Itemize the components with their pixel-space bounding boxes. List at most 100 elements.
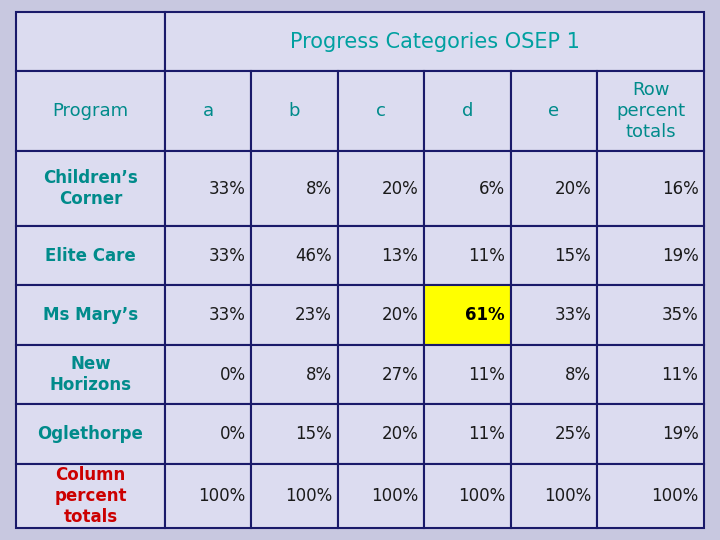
Text: 23%: 23% [295, 306, 332, 324]
Bar [251, 226, 338, 286]
Bar [165, 71, 251, 151]
Bar [597, 463, 704, 528]
Bar [338, 226, 424, 286]
Bar [597, 286, 704, 345]
Text: Children’s
Corner: Children’s Corner [43, 170, 138, 208]
Bar [338, 286, 424, 345]
Text: 33%: 33% [209, 247, 246, 265]
Bar [165, 286, 251, 345]
Text: 19%: 19% [662, 247, 698, 265]
Bar [597, 404, 704, 463]
Bar [165, 463, 251, 528]
Text: 46%: 46% [295, 247, 332, 265]
Bar [338, 404, 424, 463]
Text: 0%: 0% [220, 425, 246, 443]
Text: c: c [376, 102, 386, 120]
Text: Row
percent
totals: Row percent totals [616, 82, 685, 141]
Bar [16, 463, 165, 528]
Bar [424, 151, 510, 226]
Bar [510, 463, 597, 528]
Text: 20%: 20% [382, 180, 418, 198]
Text: 11%: 11% [468, 366, 505, 383]
Bar [251, 286, 338, 345]
Text: b: b [289, 102, 300, 120]
Text: 33%: 33% [554, 306, 591, 324]
Bar [251, 151, 338, 226]
Bar [510, 226, 597, 286]
Bar [424, 71, 510, 151]
Text: 6%: 6% [479, 180, 505, 198]
Bar [165, 12, 704, 71]
Text: 20%: 20% [382, 306, 418, 324]
Text: 20%: 20% [554, 180, 591, 198]
Bar [510, 345, 597, 404]
Bar [424, 463, 510, 528]
Bar [510, 286, 597, 345]
Text: Progress Categories OSEP 1: Progress Categories OSEP 1 [289, 31, 580, 51]
Bar [16, 12, 165, 71]
Bar [338, 151, 424, 226]
Text: Ms Mary’s: Ms Mary’s [43, 306, 138, 324]
Text: 100%: 100% [199, 487, 246, 505]
Bar [338, 463, 424, 528]
Bar [424, 404, 510, 463]
Bar [16, 345, 165, 404]
Bar [16, 286, 165, 345]
Text: 11%: 11% [468, 425, 505, 443]
Bar [16, 151, 165, 226]
Text: 100%: 100% [458, 487, 505, 505]
Text: Program: Program [53, 102, 128, 120]
Text: 8%: 8% [565, 366, 591, 383]
Bar [597, 226, 704, 286]
Text: 25%: 25% [554, 425, 591, 443]
Bar [597, 71, 704, 151]
Bar [338, 71, 424, 151]
Bar [165, 404, 251, 463]
Text: 100%: 100% [285, 487, 332, 505]
Text: Oglethorpe: Oglethorpe [37, 425, 143, 443]
Bar [338, 345, 424, 404]
Text: 33%: 33% [209, 306, 246, 324]
Bar [251, 345, 338, 404]
Text: 8%: 8% [306, 180, 332, 198]
Text: 100%: 100% [651, 487, 698, 505]
Text: 20%: 20% [382, 425, 418, 443]
Bar [251, 71, 338, 151]
Text: 35%: 35% [662, 306, 698, 324]
Text: a: a [202, 102, 214, 120]
Bar [165, 226, 251, 286]
Text: 33%: 33% [209, 180, 246, 198]
Bar [510, 151, 597, 226]
Bar [165, 151, 251, 226]
Bar [165, 345, 251, 404]
Text: e: e [549, 102, 559, 120]
Bar [16, 226, 165, 286]
Text: 100%: 100% [372, 487, 418, 505]
Bar [510, 71, 597, 151]
Bar [251, 404, 338, 463]
Bar [510, 404, 597, 463]
Bar [597, 151, 704, 226]
Text: 100%: 100% [544, 487, 591, 505]
Text: 0%: 0% [220, 366, 246, 383]
Bar [597, 345, 704, 404]
Text: 13%: 13% [382, 247, 418, 265]
Text: 11%: 11% [662, 366, 698, 383]
Text: d: d [462, 102, 473, 120]
Text: 15%: 15% [295, 425, 332, 443]
Bar [424, 226, 510, 286]
Bar [424, 345, 510, 404]
Text: 8%: 8% [306, 366, 332, 383]
Text: 27%: 27% [382, 366, 418, 383]
Bar [251, 463, 338, 528]
Text: 15%: 15% [554, 247, 591, 265]
Text: 11%: 11% [468, 247, 505, 265]
Text: 19%: 19% [662, 425, 698, 443]
Text: 16%: 16% [662, 180, 698, 198]
Bar [16, 404, 165, 463]
Bar [424, 286, 510, 345]
Text: Elite Care: Elite Care [45, 247, 136, 265]
Bar [16, 71, 165, 151]
Text: 61%: 61% [465, 306, 505, 324]
Text: New
Horizons: New Horizons [50, 355, 132, 394]
